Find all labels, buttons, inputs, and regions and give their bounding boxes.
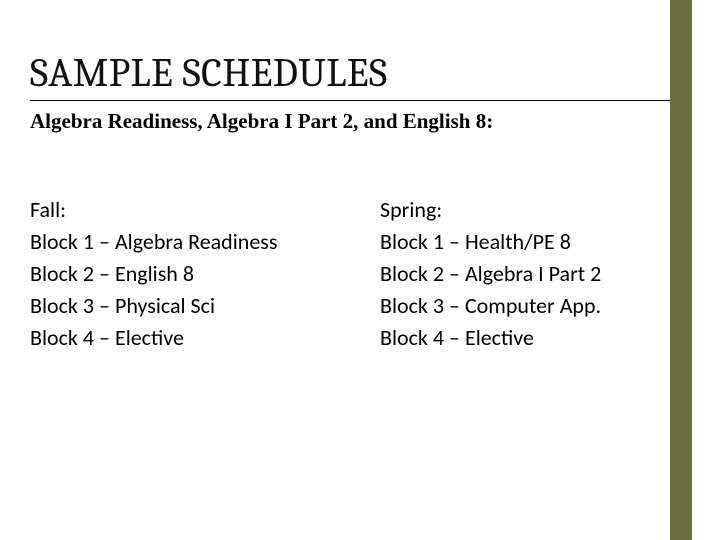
fall-column: Fall: Block 1 – Algebra Readiness Block … [30, 194, 340, 353]
spring-block-1: Block 1 – Health/PE 8 [380, 226, 690, 258]
spring-block-2: Block 2 – Algebra I Part 2 [380, 258, 690, 290]
spring-block-3: Block 3 – Computer App. [380, 290, 690, 322]
spring-column: Spring: Block 1 – Health/PE 8 Block 2 – … [380, 194, 690, 353]
page-subtitle: Algebra Readiness, Algebra I Part 2, and… [30, 109, 690, 134]
accent-bar [670, 0, 692, 540]
schedule-columns: Fall: Block 1 – Algebra Readiness Block … [30, 194, 690, 353]
spring-block-4: Block 4 – Elective [380, 322, 690, 354]
fall-block-1: Block 1 – Algebra Readiness [30, 226, 340, 258]
page-title: SAMPLE SCHEDULES [30, 50, 690, 101]
fall-block-3: Block 3 – Physical Sci [30, 290, 340, 322]
fall-heading: Fall: [30, 194, 340, 226]
slide-content: SAMPLE SCHEDULES Algebra Readiness, Alge… [0, 0, 720, 353]
spring-heading: Spring: [380, 194, 690, 226]
fall-block-2: Block 2 – English 8 [30, 258, 340, 290]
fall-block-4: Block 4 – Elective [30, 322, 340, 354]
